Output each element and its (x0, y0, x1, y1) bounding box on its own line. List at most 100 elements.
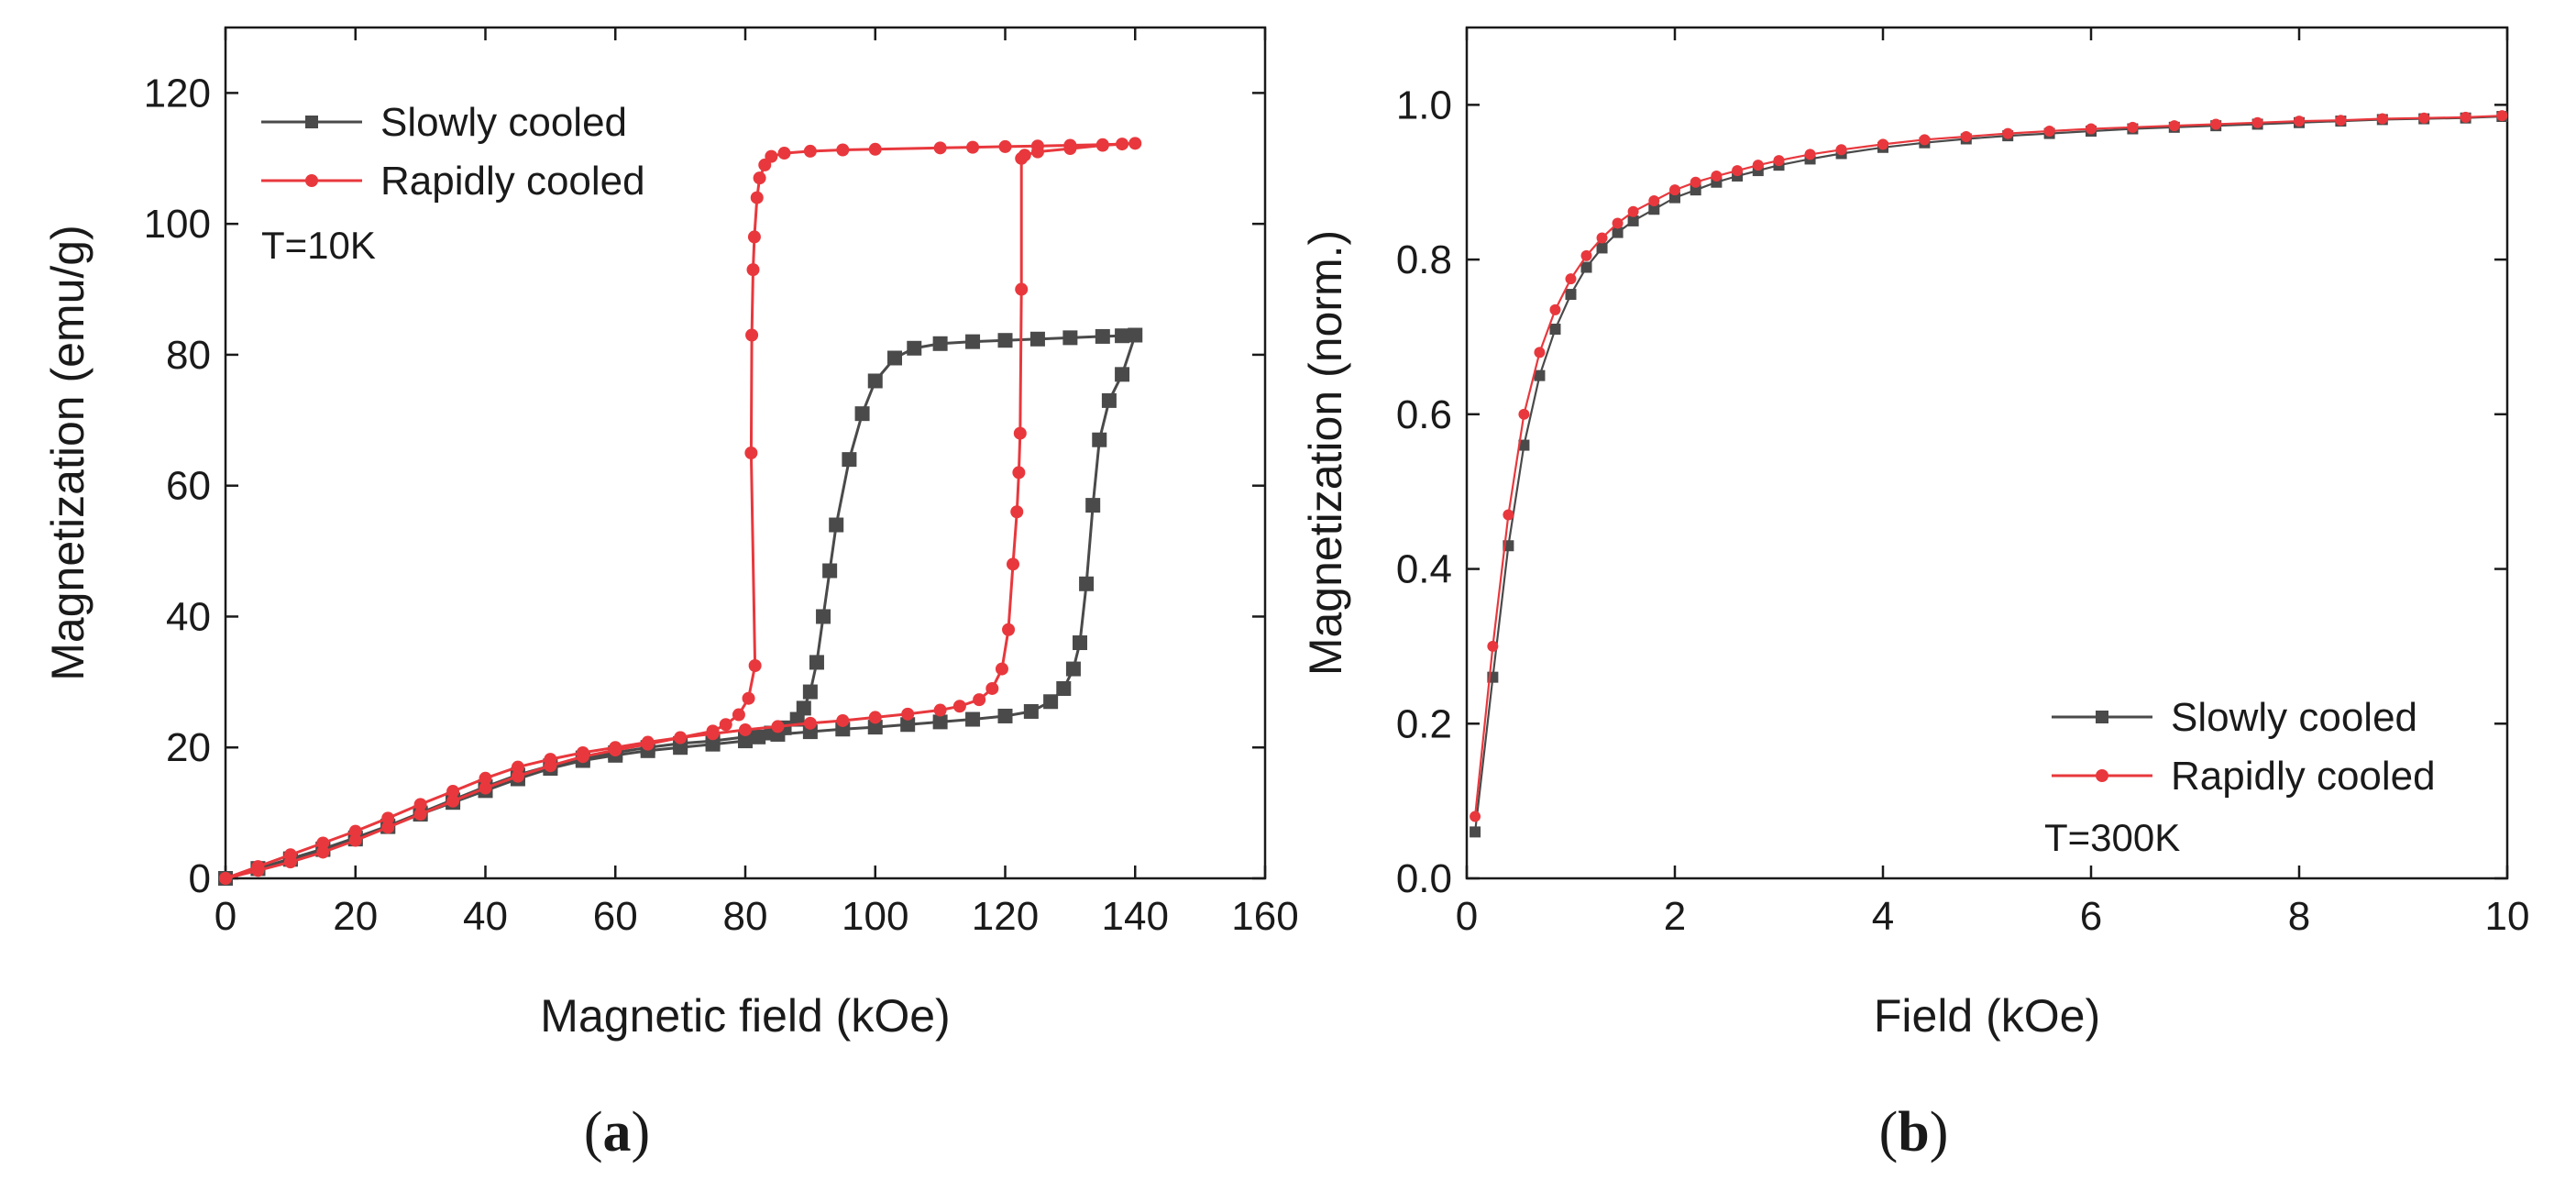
data-point (1752, 160, 1764, 171)
data-point (2335, 115, 2347, 127)
data-point (1596, 242, 1608, 254)
data-point (747, 230, 761, 244)
panel-label-letter: a (603, 1101, 632, 1163)
data-point (1690, 184, 1701, 196)
data-point (1518, 439, 1530, 451)
data-point (1518, 408, 1530, 420)
x-tick-label: 60 (593, 894, 638, 939)
data-point (2002, 127, 2014, 139)
data-point (2086, 123, 2097, 135)
data-point (1470, 826, 1481, 838)
x-tick-label: 100 (842, 894, 908, 939)
data-point (511, 769, 524, 783)
data-point (1612, 217, 1624, 229)
data-point (836, 143, 850, 157)
data-point (1018, 149, 1031, 162)
data-point (1549, 324, 1561, 336)
data-point (966, 140, 980, 154)
data-point (381, 811, 395, 825)
data-point (1669, 184, 1680, 196)
data-point (1470, 811, 1481, 822)
data-point (933, 703, 947, 717)
data-point (1023, 703, 1039, 719)
temperature-annotation: T=300K (2044, 816, 2180, 859)
panel-label: (a) (584, 1101, 650, 1163)
data-point (251, 864, 265, 877)
x-tick-label: 8 (2288, 894, 2310, 939)
data-point (1580, 261, 1592, 273)
data-point (854, 406, 870, 422)
data-point (1095, 138, 1109, 151)
data-point (2251, 116, 2263, 128)
data-point (1128, 137, 1142, 150)
x-tick-label: 20 (333, 894, 378, 939)
data-point (544, 759, 557, 773)
data-point (742, 691, 755, 705)
data-point (1012, 466, 1026, 480)
data-point (771, 720, 785, 733)
data-point (706, 724, 720, 738)
data-point (744, 447, 758, 459)
y-tick-label: 80 (166, 333, 211, 378)
data-point (1029, 331, 1045, 347)
data-point (316, 845, 330, 859)
data-point (836, 713, 850, 727)
temperature-annotation: T=10K (261, 224, 376, 267)
data-point (1596, 232, 1608, 244)
y-tick-label: 1.0 (1396, 83, 1452, 127)
data-point (1065, 661, 1081, 677)
x-tick-label: 10 (2485, 894, 2530, 939)
data-point (822, 563, 838, 579)
data-point (803, 144, 817, 158)
data-point (901, 707, 915, 721)
data-point (932, 336, 948, 351)
data-point (802, 684, 818, 700)
y-tick-label: 0.4 (1396, 547, 1452, 592)
data-point (868, 711, 882, 724)
x-tick-label: 0 (215, 894, 237, 939)
data-point (1503, 509, 1514, 521)
data-point (1648, 204, 1660, 215)
data-point (511, 760, 524, 774)
data-point (997, 333, 1013, 348)
data-point (2127, 121, 2139, 133)
data-point (777, 147, 791, 160)
legend-marker (305, 116, 318, 128)
data-point (1092, 432, 1107, 447)
x-tick-label: 6 (2080, 894, 2102, 939)
data-point (1565, 289, 1577, 301)
data-point (750, 191, 764, 204)
data-point (816, 609, 831, 624)
y-tick-label: 0 (189, 856, 211, 901)
data-point (1773, 155, 1785, 167)
data-point (803, 716, 817, 730)
data-point (1487, 640, 1499, 652)
legend-label: Rapidly cooled (380, 159, 645, 204)
data-point (985, 681, 999, 695)
data-point (1101, 392, 1117, 408)
legend-marker (305, 174, 318, 187)
data-point (1612, 226, 1624, 238)
data-point (998, 139, 1012, 153)
data-point (283, 855, 297, 869)
data-point (576, 750, 589, 764)
y-axis-title: Magnetization (norm.) (1300, 230, 1351, 676)
y-tick-label: 20 (166, 725, 211, 770)
data-point (413, 798, 427, 811)
y-tick-label: 0.2 (1396, 701, 1452, 746)
data-point (1030, 139, 1044, 153)
data-point (348, 833, 362, 847)
plot-frame (1465, 26, 2509, 880)
data-point (907, 340, 922, 356)
data-point (1010, 505, 1024, 519)
x-tick-label: 160 (1231, 894, 1298, 939)
y-tick-label: 0.6 (1396, 392, 1452, 437)
data-point (1115, 367, 1130, 382)
x-tick-label: 140 (1102, 894, 1169, 939)
panel-label: (b) (1879, 1101, 1949, 1163)
data-point (997, 708, 1013, 723)
data-point (1115, 328, 1130, 344)
data-point (1960, 130, 1972, 142)
x-tick-label: 0 (1456, 894, 1478, 939)
